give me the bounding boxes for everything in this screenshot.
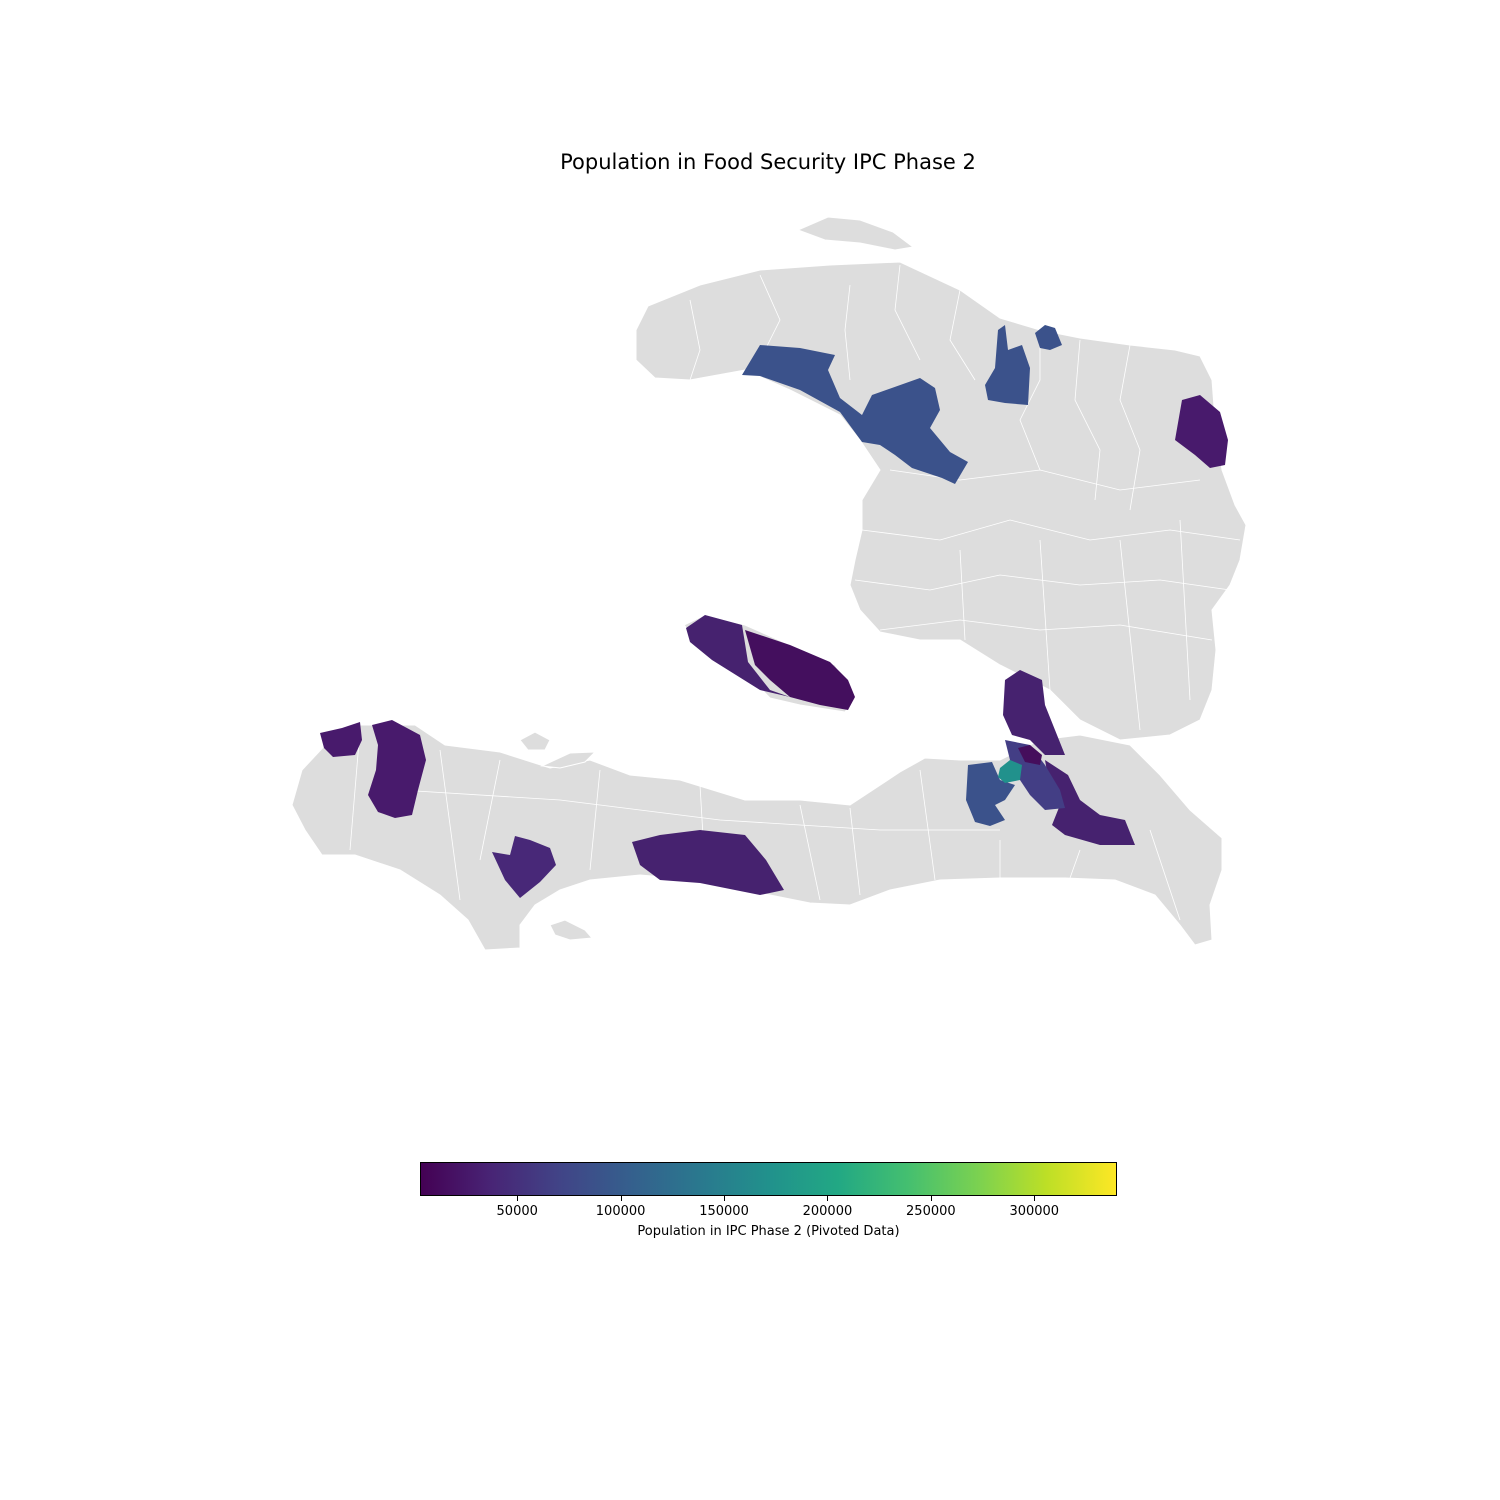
cayemites-island xyxy=(519,731,551,751)
colorbar-tick-label: 150000 xyxy=(699,1204,749,1219)
region-west-southeast-arm[interactable] xyxy=(1045,760,1135,845)
colorbar-tick-mark xyxy=(930,1196,932,1201)
region-north-central[interactable] xyxy=(985,325,1030,405)
choropleth-regions xyxy=(320,325,1228,898)
colorbar-tick-mark xyxy=(724,1196,726,1201)
ile-a-vache xyxy=(549,919,594,941)
colorbar-tick-label: 250000 xyxy=(906,1204,956,1219)
region-grandanse-small[interactable] xyxy=(320,722,362,757)
colorbar-tick-label: 200000 xyxy=(802,1204,853,1219)
region-grandanse[interactable] xyxy=(368,720,426,818)
region-west-north-arm[interactable] xyxy=(1003,670,1065,755)
map-title: Population in Food Security IPC Phase 2 xyxy=(560,150,976,174)
colorbar-tick-mark xyxy=(1034,1196,1036,1201)
region-northeast[interactable] xyxy=(1175,395,1228,468)
region-north-east-small[interactable] xyxy=(1035,325,1062,350)
colorbar-label: Population in IPC Phase 2 (Pivoted Data) xyxy=(637,1224,900,1239)
colorbar-tick-mark xyxy=(517,1196,519,1201)
region-west-inner[interactable] xyxy=(1005,740,1065,810)
colorbar-tick-label: 100000 xyxy=(595,1204,646,1219)
colorbar-tick-label: 300000 xyxy=(1009,1204,1060,1219)
colorbar-tick-label: 50000 xyxy=(496,1204,538,1219)
region-south-west[interactable] xyxy=(492,836,556,898)
region-port-au-prince[interactable] xyxy=(998,760,1022,783)
region-south-coast[interactable] xyxy=(632,830,784,895)
small-island-north xyxy=(540,751,597,769)
colorbar-tick-mark xyxy=(827,1196,829,1201)
colorbar-gradient xyxy=(420,1162,1117,1196)
commune-boundaries xyxy=(349,264,1241,921)
colorbar-tick-mark xyxy=(620,1196,622,1201)
region-gonave-west[interactable] xyxy=(686,615,790,697)
region-gonave-east[interactable] xyxy=(745,630,855,710)
tortuga-island xyxy=(796,216,915,251)
region-west-central[interactable] xyxy=(966,762,1015,826)
region-northwest-band[interactable] xyxy=(742,345,968,484)
region-west-small[interactable] xyxy=(1018,745,1042,765)
